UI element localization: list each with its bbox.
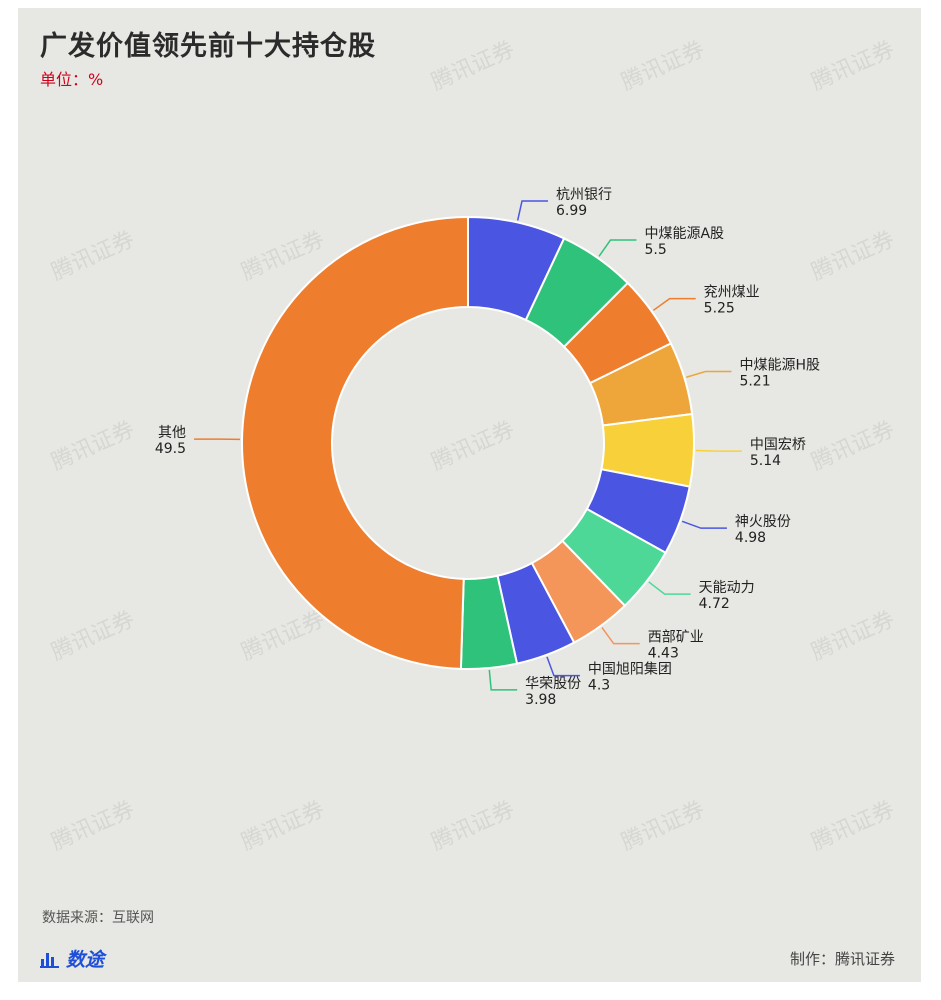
chart-card: 广发价值领先前十大持仓股 单位：% 腾讯证券 腾讯证券 腾讯证券 腾讯证券 腾讯… [18, 8, 921, 982]
slice-value: 6.99 [556, 203, 587, 219]
slice-label: 天能动力 [699, 580, 755, 596]
slice-label: 杭州银行 [556, 187, 612, 203]
slice-value: 5.5 [644, 242, 666, 258]
slice-label: 兖州煤业 [704, 285, 760, 301]
leader-line [648, 581, 691, 595]
leader-line [598, 239, 637, 257]
maker-credit: 制作：腾讯证券 [789, 950, 895, 968]
slice-value: 4.3 [588, 678, 610, 694]
slice-label: 中煤能源A股 [644, 226, 724, 242]
bar-chart-icon [40, 952, 59, 968]
leader-line [546, 656, 580, 677]
leader-line [601, 627, 640, 645]
brand-logo: 数途 [40, 945, 104, 972]
slice-label: 其他 [158, 425, 186, 441]
slice-value: 4.43 [648, 646, 679, 662]
leader-line [488, 669, 518, 691]
leader-line [516, 200, 549, 221]
slice-value: 5.25 [704, 301, 735, 317]
leader-line [686, 370, 732, 378]
slice-value: 4.72 [699, 596, 730, 612]
slice-label: 神火股份 [735, 514, 791, 530]
leader-line [695, 449, 742, 452]
slice-label: 中国宏桥 [750, 437, 806, 453]
slice-value: 5.14 [750, 453, 781, 469]
slice-label: 华荣股份 [525, 676, 581, 692]
leader-line [652, 297, 696, 311]
slice-value: 3.98 [525, 692, 556, 708]
slice-label: 中煤能源H股 [739, 357, 820, 373]
donut-slice [241, 215, 469, 670]
brand-name: 数途 [66, 949, 105, 971]
slice-label: 中国旭阳集团 [588, 661, 672, 678]
slice-value: 4.98 [735, 530, 766, 546]
slice-value: 49.5 [155, 441, 186, 457]
slice-value: 5.21 [739, 373, 770, 389]
data-source: 数据来源：互联网 [42, 910, 154, 926]
chart-title: 广发价值领先前十大持仓股 [40, 31, 376, 62]
slice-label: 西部矿业 [648, 630, 704, 646]
unit-label: 单位：% [40, 70, 104, 89]
leader-line [681, 520, 727, 529]
